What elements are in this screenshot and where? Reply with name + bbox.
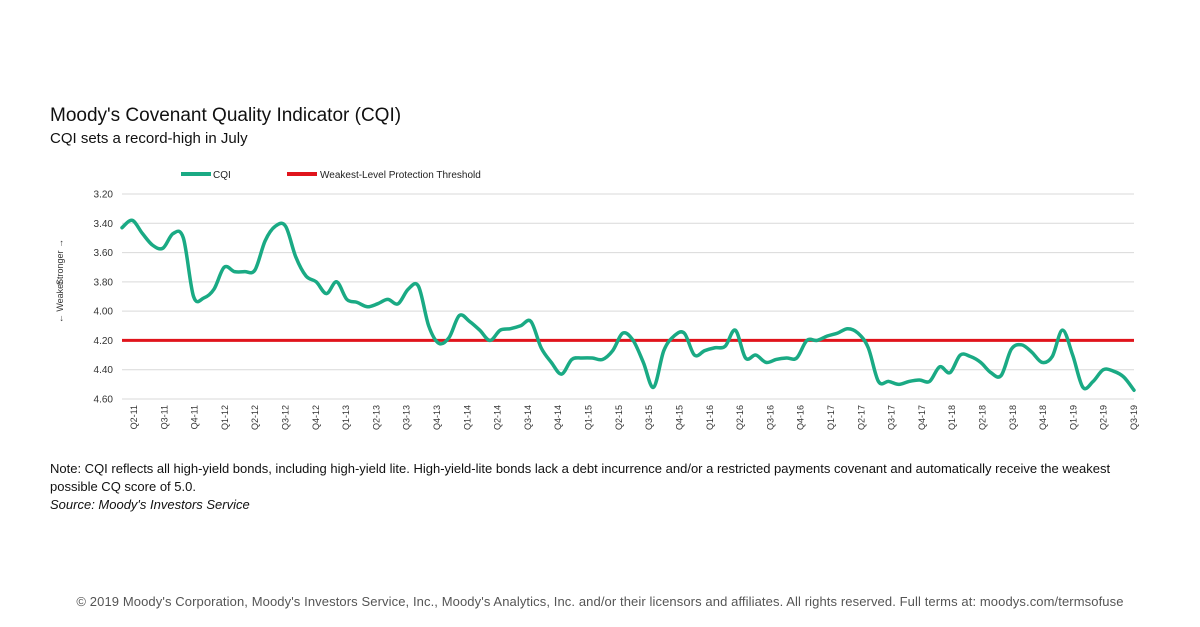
x-tick-label: Q2-11 (129, 405, 139, 429)
x-tick-label: Q1-17 (826, 405, 836, 430)
x-tick-label: Q2-17 (856, 405, 866, 430)
legend-cqi-label: CQI (213, 170, 231, 181)
x-tick-label: Q2-14 (493, 405, 503, 430)
y-tick-label: 3.40 (94, 219, 114, 230)
x-tick-label: Q1-13 (341, 405, 351, 430)
x-tick-label: Q3-14 (523, 405, 533, 430)
x-tick-label: Q4-16 (796, 405, 806, 430)
y-tick-label: 4.20 (94, 336, 114, 347)
gridlines (122, 193, 1134, 400)
x-tick-label: Q1-15 (584, 405, 594, 430)
x-tick-label: Q3-12 (281, 405, 291, 430)
x-tick-label: Q2-15 (614, 405, 624, 430)
legend-threshold-label: Weakest-Level Protection Threshold (320, 170, 481, 181)
y-tick-label: 4.60 (94, 395, 114, 406)
x-tick-label: Q2-18 (977, 405, 987, 430)
x-tick-label: Q3-13 (402, 405, 412, 430)
cqi-line-chart: CQI Weakest-Level Protection Threshold S… (55, 170, 1139, 430)
x-axis-ticks: Q2-11 Q3-11 Q4-11 Q1-12 Q2-12 Q3-12 Q4-12 Q1-13… (129, 405, 1139, 430)
chart-source: Source: Moody's Investors Service (50, 497, 250, 512)
y-tick-label: 3.60 (94, 248, 114, 259)
copyright-footer: © 2019 Moody's Corporation, Moody's Inve… (76, 594, 1124, 609)
x-tick-label: Q3-18 (1008, 405, 1018, 430)
y-tick-label: 3.20 (94, 190, 114, 201)
x-tick-label: Q2-16 (735, 405, 745, 430)
x-tick-label: Q4-14 (553, 405, 563, 430)
x-tick-label: Q3-19 (1129, 405, 1139, 430)
x-tick-label: Q4-15 (674, 405, 684, 430)
x-tick-label: Q4-12 (311, 405, 321, 430)
x-tick-label: Q4-11 (190, 405, 200, 429)
x-tick-label: Q3-15 (644, 405, 654, 430)
x-tick-label: Q3-16 (765, 405, 775, 430)
cqi-series-line (120, 218, 1136, 392)
y-axis-stronger-label: Stronger → (55, 239, 65, 285)
x-tick-label: Q1-14 (462, 405, 472, 430)
x-tick-label: Q2-13 (371, 405, 381, 430)
x-tick-label: Q4-17 (917, 405, 927, 430)
y-tick-label: 3.80 (94, 277, 114, 288)
x-tick-label: Q4-18 (1038, 405, 1048, 430)
x-tick-label: Q1-16 (705, 405, 715, 430)
y-tick-label: 4.00 (94, 307, 114, 318)
x-tick-label: Q3-17 (887, 405, 897, 430)
x-tick-label: Q4-13 (432, 405, 442, 430)
y-axis-ticks: 3.20 3.40 3.60 3.80 4.00 4.20 4.40 4.60 (94, 190, 114, 406)
y-axis-weaker-label: ← Weaker (55, 281, 65, 323)
chart-legend: CQI Weakest-Level Protection Threshold (181, 170, 481, 181)
x-tick-label: Q1-18 (947, 405, 957, 430)
y-tick-label: 4.40 (94, 365, 114, 376)
chart-note: Note: CQI reflects all high-yield bonds,… (50, 461, 1111, 494)
chart-subtitle: CQI sets a record-high in July (50, 130, 248, 147)
x-tick-label: Q3-11 (159, 405, 169, 429)
x-tick-label: Q1-19 (1068, 405, 1078, 430)
x-tick-label: Q2-19 (1099, 405, 1109, 430)
x-tick-label: Q1-12 (220, 405, 230, 430)
x-tick-label: Q2-12 (250, 405, 260, 430)
chart-title: Moody's Covenant Quality Indicator (CQI) (50, 105, 402, 126)
